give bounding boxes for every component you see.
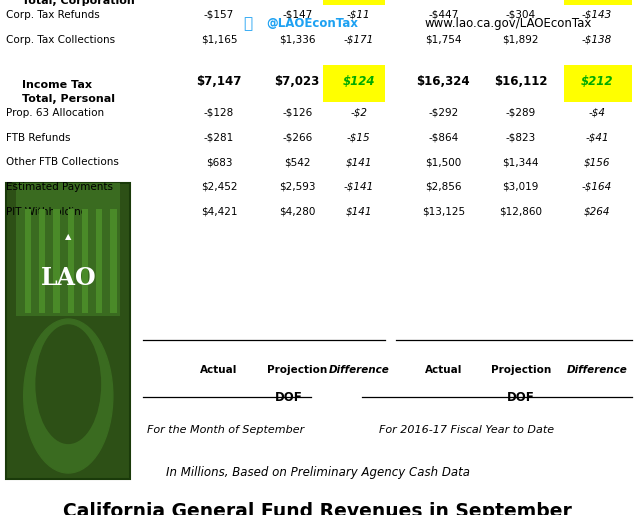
- Text: For 2016-17 Fiscal Year to Date: For 2016-17 Fiscal Year to Date: [379, 425, 554, 435]
- Text: -$141: -$141: [344, 182, 374, 192]
- FancyBboxPatch shape: [68, 210, 74, 313]
- FancyBboxPatch shape: [53, 210, 60, 313]
- FancyBboxPatch shape: [25, 210, 31, 313]
- Text: $12,860: $12,860: [499, 207, 542, 217]
- Text: Actual: Actual: [425, 365, 462, 374]
- Text: -$143: -$143: [582, 10, 612, 20]
- Text: Corp. Tax Collections: Corp. Tax Collections: [6, 35, 116, 45]
- Text: $542: $542: [284, 157, 311, 167]
- Text: $1,500: $1,500: [425, 157, 462, 167]
- Text: $1,344: $1,344: [502, 157, 539, 167]
- Text: -$164: -$164: [582, 182, 612, 192]
- Text: -$128: -$128: [204, 108, 234, 118]
- FancyBboxPatch shape: [17, 183, 120, 316]
- Text: -$281: -$281: [204, 132, 234, 143]
- FancyBboxPatch shape: [39, 210, 45, 313]
- Text: Income Tax: Income Tax: [22, 80, 92, 90]
- Text: California General Fund Revenues in September: California General Fund Revenues in Sept…: [63, 502, 572, 515]
- Text: -$126: -$126: [282, 108, 312, 118]
- Text: 🐦: 🐦: [243, 15, 252, 31]
- FancyBboxPatch shape: [82, 210, 88, 313]
- FancyBboxPatch shape: [323, 0, 385, 5]
- Text: $16,112: $16,112: [494, 75, 547, 89]
- Ellipse shape: [36, 325, 100, 443]
- Text: Other FTB Collections: Other FTB Collections: [6, 157, 119, 167]
- Text: -$292: -$292: [428, 108, 458, 118]
- Text: ▲: ▲: [65, 232, 72, 241]
- Text: $16,324: $16,324: [417, 75, 470, 89]
- Text: -$41: -$41: [585, 132, 609, 143]
- Text: $264: $264: [584, 207, 610, 217]
- Text: In Millions, Based on Preliminary Agency Cash Data: In Millions, Based on Preliminary Agency…: [166, 466, 469, 479]
- Text: www.lao.ca.gov/LAOEconTax: www.lao.ca.gov/LAOEconTax: [424, 16, 592, 30]
- Text: -$304: -$304: [505, 10, 536, 20]
- Text: Corp. Tax Refunds: Corp. Tax Refunds: [6, 10, 100, 20]
- Text: Difference: Difference: [328, 365, 389, 374]
- Text: FTB Refunds: FTB Refunds: [6, 132, 71, 143]
- Text: Prop. 63 Allocation: Prop. 63 Allocation: [6, 108, 105, 118]
- Text: $683: $683: [206, 157, 232, 167]
- Text: DOF: DOF: [507, 391, 535, 404]
- Text: -$447: -$447: [428, 10, 458, 20]
- FancyBboxPatch shape: [110, 210, 117, 313]
- Text: $1,165: $1,165: [201, 35, 237, 45]
- Text: For the Month of September: For the Month of September: [147, 425, 304, 435]
- Text: Difference: Difference: [566, 365, 627, 374]
- Text: $212: $212: [580, 75, 613, 89]
- Text: $1,754: $1,754: [425, 35, 462, 45]
- Text: $124: $124: [342, 75, 375, 89]
- FancyBboxPatch shape: [96, 210, 102, 313]
- Text: -$147: -$147: [282, 10, 312, 20]
- Text: $4,421: $4,421: [201, 207, 237, 217]
- FancyBboxPatch shape: [564, 65, 632, 102]
- Text: $1,336: $1,336: [279, 35, 316, 45]
- Text: Total, Personal: Total, Personal: [22, 94, 115, 104]
- Text: Total, Corporation: Total, Corporation: [22, 0, 135, 6]
- Text: @LAOEconTax: @LAOEconTax: [267, 16, 359, 30]
- Text: DOF: DOF: [275, 391, 303, 404]
- Text: -$4: -$4: [589, 108, 605, 118]
- Text: $156: $156: [584, 157, 610, 167]
- Text: $1,892: $1,892: [502, 35, 539, 45]
- Text: -$157: -$157: [204, 10, 234, 20]
- Text: $7,023: $7,023: [274, 75, 320, 89]
- Text: -$864: -$864: [428, 132, 458, 143]
- Ellipse shape: [23, 319, 113, 473]
- Text: $2,452: $2,452: [201, 182, 237, 192]
- FancyBboxPatch shape: [323, 65, 385, 102]
- Text: Projection: Projection: [267, 365, 327, 374]
- Text: Projection: Projection: [491, 365, 551, 374]
- Text: PIT Withholding: PIT Withholding: [6, 207, 88, 217]
- Text: $2,593: $2,593: [279, 182, 316, 192]
- Text: -$2: -$2: [351, 108, 367, 118]
- Text: $4,280: $4,280: [279, 207, 316, 217]
- Text: -$289: -$289: [505, 108, 536, 118]
- Text: Actual: Actual: [201, 365, 237, 374]
- Text: $3,019: $3,019: [502, 182, 539, 192]
- FancyBboxPatch shape: [6, 183, 130, 479]
- Text: $7,147: $7,147: [196, 75, 242, 89]
- Text: -$266: -$266: [282, 132, 312, 143]
- Text: $141: $141: [345, 207, 372, 217]
- Text: -$11: -$11: [347, 10, 371, 20]
- Text: Estimated Payments: Estimated Payments: [6, 182, 114, 192]
- Text: LAO: LAO: [41, 266, 96, 289]
- Text: -$138: -$138: [582, 35, 612, 45]
- Text: -$171: -$171: [344, 35, 374, 45]
- Text: -$823: -$823: [505, 132, 536, 143]
- Text: -$15: -$15: [347, 132, 371, 143]
- FancyBboxPatch shape: [564, 0, 632, 5]
- Text: $2,856: $2,856: [425, 182, 462, 192]
- Text: $141: $141: [345, 157, 372, 167]
- Text: $13,125: $13,125: [422, 207, 465, 217]
